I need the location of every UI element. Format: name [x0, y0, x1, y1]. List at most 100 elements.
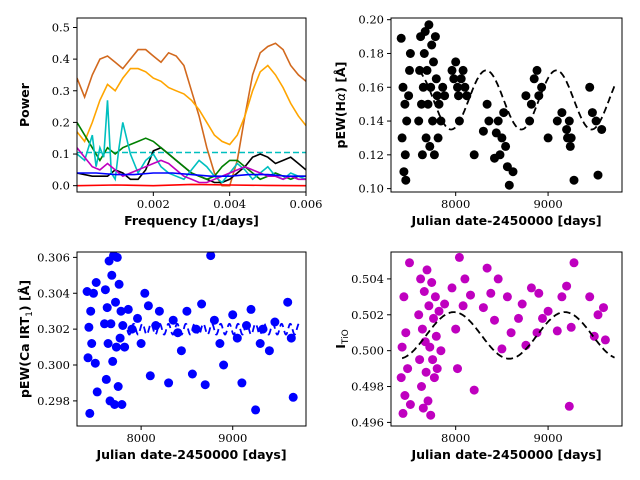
data-point — [419, 287, 429, 296]
data-point — [514, 313, 523, 323]
data-point — [599, 303, 608, 313]
data-point — [482, 99, 492, 109]
data-point — [418, 82, 428, 92]
data-point — [425, 141, 435, 151]
axes-frame — [390, 17, 623, 193]
data-point — [453, 364, 462, 374]
data-point — [552, 116, 562, 126]
data-point — [429, 373, 439, 383]
data-point — [454, 91, 463, 101]
data-point — [405, 49, 415, 58]
data-point — [593, 170, 603, 180]
series-line-cyan — [77, 100, 306, 184]
data-point — [456, 74, 466, 84]
data-point — [427, 40, 437, 50]
data-point — [405, 65, 414, 75]
x-tick-label: 9000 — [533, 431, 562, 445]
y-tick-label: 0.14 — [358, 114, 384, 128]
data-point — [168, 315, 178, 325]
data-point — [100, 319, 109, 329]
data-point — [431, 331, 441, 341]
data-point — [397, 342, 407, 352]
data-point — [397, 133, 407, 143]
panel-4: 8000 9000 0.496 0.498 0.500 0.502 0.504 Julian … — [333, 251, 623, 462]
data-point — [215, 339, 225, 348]
data-point — [453, 82, 462, 92]
data-point — [86, 306, 96, 316]
y-tick-label: 0.12 — [358, 148, 384, 162]
y-tick-label: 0.504 — [351, 272, 384, 286]
data-point — [415, 65, 425, 75]
data-point — [449, 74, 459, 84]
plot-area — [77, 42, 306, 187]
data-point — [458, 65, 468, 75]
data-point — [251, 405, 261, 415]
x-tick-label: 0.002 — [137, 197, 170, 211]
data-point — [460, 274, 470, 284]
data-point — [447, 283, 457, 293]
data-point — [424, 301, 434, 311]
data-point — [537, 82, 547, 92]
y-axis-label: Power — [17, 82, 32, 127]
data-point — [101, 374, 111, 384]
data-point — [585, 82, 595, 92]
data-point — [399, 292, 409, 302]
data-point — [116, 306, 126, 316]
y-axis-label: pEW(Hα) [Å] — [333, 62, 348, 149]
y-tick-label: 0.18 — [358, 46, 384, 60]
data-point — [585, 292, 595, 302]
data-point — [495, 150, 505, 160]
y-tick-label: 0.2 — [52, 115, 70, 129]
data-point — [414, 310, 424, 320]
data-point — [84, 322, 94, 332]
data-point — [414, 116, 424, 126]
data-point — [484, 116, 494, 126]
data-point — [228, 310, 238, 320]
series-line-orange — [77, 64, 306, 146]
data-point — [466, 290, 475, 300]
data-point — [490, 315, 499, 325]
data-point — [534, 91, 544, 101]
data-point — [600, 335, 610, 345]
data-point — [566, 133, 576, 143]
data-point — [429, 57, 438, 67]
data-point — [270, 317, 280, 327]
data-point — [521, 91, 531, 101]
data-point — [103, 339, 113, 348]
data-point — [417, 99, 426, 109]
data-point — [400, 391, 410, 400]
data-point — [434, 306, 444, 316]
data-point — [426, 410, 436, 420]
y-tick-label: 0.0 — [52, 179, 70, 193]
data-point — [399, 167, 409, 177]
data-point — [264, 346, 274, 356]
data-point — [87, 339, 97, 348]
y-tick-label: 0.298 — [37, 394, 70, 408]
series-line-magenta — [77, 147, 306, 184]
data-point — [415, 355, 425, 365]
x-axis-label: Frequency [1/days] — [124, 213, 259, 228]
panel-2: 8000 9000 0.10 0.12 0.14 0.16 0.18 0.20 Julian d… — [333, 13, 623, 228]
data-point — [405, 400, 415, 409]
data-point — [593, 310, 603, 320]
data-point — [237, 378, 247, 388]
plot-area — [396, 252, 615, 420]
data-point — [89, 288, 98, 298]
axes-frame — [76, 251, 307, 427]
y-tick-label: 0.300 — [37, 358, 70, 372]
data-point — [440, 91, 450, 101]
data-point — [92, 387, 102, 397]
data-point — [566, 322, 576, 332]
data-point — [532, 65, 542, 75]
data-point — [526, 99, 536, 109]
data-point — [420, 27, 430, 36]
x-tick-label: 9000 — [533, 197, 562, 211]
data-point — [562, 281, 572, 291]
data-point — [209, 315, 219, 325]
data-point — [591, 116, 601, 126]
data-point — [143, 301, 153, 311]
y-tick-label: 0.16 — [358, 80, 384, 94]
data-point — [417, 382, 426, 391]
data-point — [497, 344, 507, 354]
